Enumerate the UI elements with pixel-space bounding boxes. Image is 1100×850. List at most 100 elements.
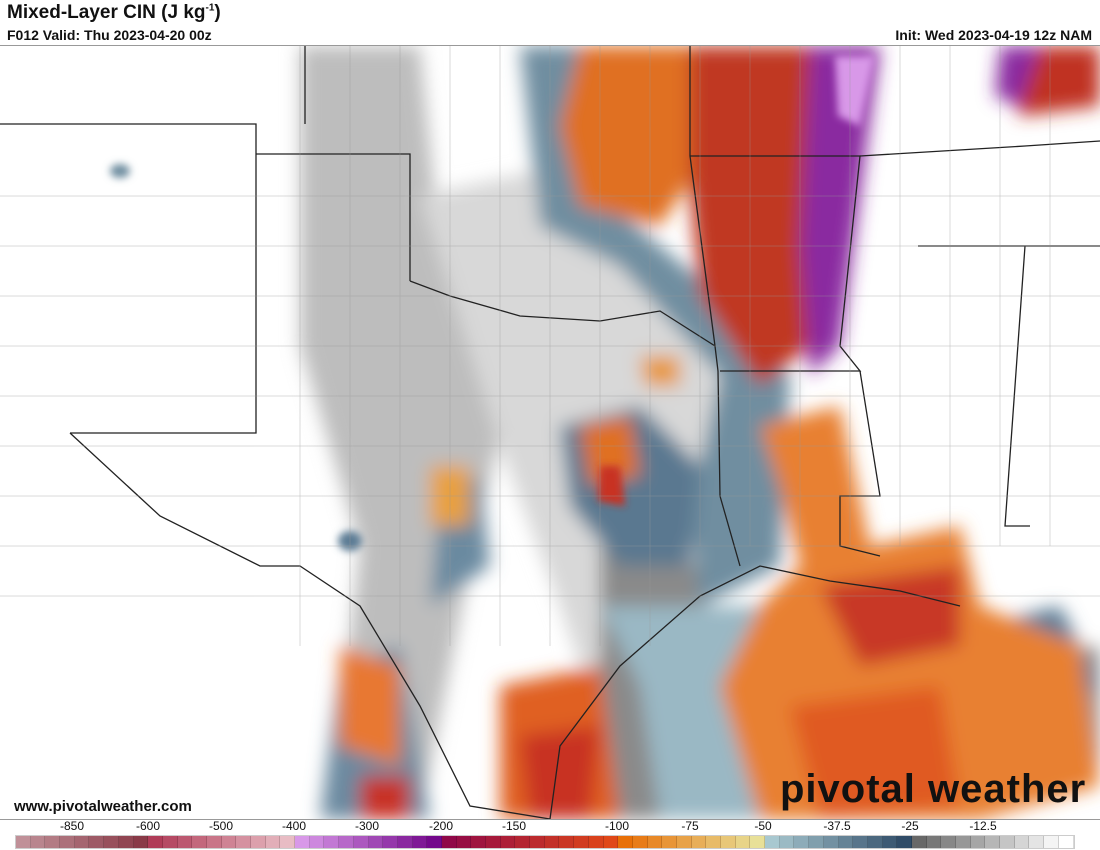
colorbar-cell <box>383 836 398 848</box>
colorbar-cell <box>456 836 472 848</box>
colorbar-cell <box>676 836 692 848</box>
colorbar-cell <box>853 836 868 848</box>
colorbar-cell <box>926 836 942 848</box>
colorbar-tick-label: -25 <box>901 819 919 833</box>
colorbar-cell <box>691 836 707 848</box>
colorbar-cell <box>985 836 1001 848</box>
colorbar-cell <box>74 836 90 848</box>
colorbar-cell <box>324 836 340 848</box>
colorbar-cell <box>897 836 912 848</box>
map-canvas <box>0 46 1100 819</box>
colorbar-tick-label: -500 <box>208 819 234 833</box>
colorbar-cell <box>662 836 677 848</box>
colorbar-cell <box>956 836 971 848</box>
colorbar-tick-label: -12.5 <box>969 819 997 833</box>
colorbar-cell <box>16 836 31 848</box>
title-close: ) <box>214 2 221 23</box>
colorbar-tick-label: -37.5 <box>823 819 851 833</box>
colorbar-cell <box>397 836 413 848</box>
colorbar-tick-label: -300 <box>354 819 380 833</box>
colorbar-cell <box>1044 836 1059 848</box>
colorbar-cell <box>1000 836 1015 848</box>
colorbar-cell <box>574 836 589 848</box>
header: Mixed-Layer CIN (J kg-1) F012 Valid: Thu… <box>0 0 1100 45</box>
colorbar-cell <box>882 836 898 848</box>
colorbar-cell <box>911 836 927 848</box>
colorbar-cell <box>515 836 531 848</box>
colorbar-cell <box>1058 836 1074 848</box>
colorbar-cell <box>148 836 163 848</box>
colorbar-tick-label: -600 <box>135 819 161 833</box>
colorbar-cell <box>721 836 736 848</box>
colorbar-cell <box>177 836 193 848</box>
colorbar-cell <box>339 836 354 848</box>
county-grid <box>0 46 1100 646</box>
colorbar-cell <box>236 836 251 848</box>
colorbar-cell <box>104 836 119 848</box>
pivotal-weather-logo: pivotal weather <box>780 767 1087 811</box>
colorbar-cell <box>353 836 369 848</box>
colorbar-tick-label: -100 <box>604 819 630 833</box>
colorbar-cell <box>89 836 105 848</box>
title-superscript: -1 <box>205 2 215 14</box>
valid-time: F012 Valid: Thu 2023-04-20 00z <box>7 27 212 43</box>
colorbar-cell <box>794 836 810 848</box>
colorbar-cell <box>838 836 854 848</box>
colorbar-cell <box>765 836 780 848</box>
colorbar-cell <box>1014 836 1030 848</box>
colorbar-cell <box>206 836 222 848</box>
colorbar <box>15 835 1075 849</box>
colorbar-cell <box>500 836 516 848</box>
colorbar-cell <box>133 836 149 848</box>
colorbar-cell <box>265 836 281 848</box>
colorbar-cell <box>779 836 795 848</box>
colorbar-tick-label: -400 <box>281 819 307 833</box>
colorbar-cell <box>441 836 457 848</box>
colorbar-cell <box>309 836 325 848</box>
colorbar-cell <box>486 836 501 848</box>
colorbar-cell <box>162 836 178 848</box>
colorbar-tick-label: -200 <box>428 819 454 833</box>
colorbar-cell <box>603 836 619 848</box>
colorbar-cell <box>45 836 61 848</box>
colorbar-cell <box>412 836 428 848</box>
title-text: Mixed-Layer CIN (J kg <box>7 2 206 23</box>
colorbar-cell <box>544 836 560 848</box>
state-borders <box>0 46 1100 819</box>
colorbar-cell <box>368 836 384 848</box>
colorbar-cell <box>559 836 575 848</box>
colorbar-cell <box>251 836 266 848</box>
colorbar-cell <box>706 836 721 848</box>
colorbar-cell <box>941 836 956 848</box>
init-time: Init: Wed 2023-04-19 12z NAM <box>895 27 1092 43</box>
colorbar-cell <box>867 836 883 848</box>
colorbar-cell <box>60 836 75 848</box>
colorbar-cell <box>471 836 486 848</box>
colorbar-cell <box>632 836 648 848</box>
colorbar-tick-label: -75 <box>681 819 699 833</box>
colorbar-cell <box>735 836 751 848</box>
colorbar-cell <box>647 836 663 848</box>
colorbar-cell <box>809 836 824 848</box>
map-title: Mixed-Layer CIN (J kg-1) <box>7 2 221 24</box>
colorbar-cell <box>221 836 237 848</box>
cin-map[interactable]: www.pivotalweather.com pivotal weather <box>0 45 1100 820</box>
colorbar-tick-label: -50 <box>754 819 772 833</box>
colorbar-cell <box>295 836 310 848</box>
colorbar-cell <box>280 836 296 848</box>
colorbar-cell <box>823 836 839 848</box>
colorbar-cell <box>970 836 986 848</box>
colorbar-cell <box>192 836 207 848</box>
colorbar-cell <box>427 836 442 848</box>
colorbar-tick-label: -850 <box>59 819 85 833</box>
cin-shading <box>300 46 1100 819</box>
colorbar-cell <box>750 836 766 848</box>
colorbar-cell <box>118 836 134 848</box>
colorbar-cell <box>1029 836 1045 848</box>
colorbar-cell <box>30 836 46 848</box>
colorbar-cell <box>618 836 633 848</box>
colorbar-cell <box>530 836 545 848</box>
colorbar-tick-label: -150 <box>501 819 527 833</box>
website-label: www.pivotalweather.com <box>14 798 192 815</box>
colorbar-cell <box>588 836 604 848</box>
